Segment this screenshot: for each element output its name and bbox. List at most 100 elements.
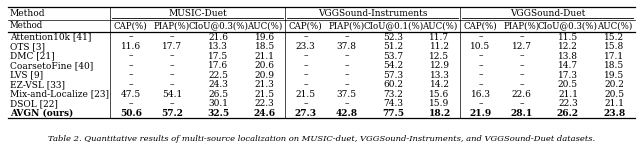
Text: –: – — [478, 33, 483, 42]
Text: 26.2: 26.2 — [557, 109, 579, 117]
Text: VGGSound-Duet: VGGSound-Duet — [510, 9, 585, 18]
Text: –: – — [170, 80, 174, 89]
Text: –: – — [129, 80, 133, 89]
Text: 22.6: 22.6 — [512, 90, 532, 99]
Text: –: – — [520, 80, 524, 89]
Text: PIAP(%): PIAP(%) — [329, 21, 365, 31]
Text: 19.6: 19.6 — [255, 33, 275, 42]
Text: 20.9: 20.9 — [255, 71, 275, 80]
Text: 21.1: 21.1 — [604, 99, 625, 108]
Text: 77.5: 77.5 — [382, 109, 404, 117]
Text: 18.5: 18.5 — [604, 61, 625, 70]
Text: 20.5: 20.5 — [558, 80, 578, 89]
Text: 17.5: 17.5 — [208, 51, 228, 61]
Text: Mix-and-Localize [23]: Mix-and-Localize [23] — [10, 90, 109, 99]
Text: –: – — [303, 99, 308, 108]
Text: 15.2: 15.2 — [604, 33, 625, 42]
Text: 42.8: 42.8 — [336, 109, 358, 117]
Text: 30.1: 30.1 — [208, 99, 228, 108]
Text: –: – — [344, 99, 349, 108]
Text: 27.3: 27.3 — [294, 109, 317, 117]
Text: 17.3: 17.3 — [558, 71, 578, 80]
Text: 11.6: 11.6 — [121, 42, 141, 51]
Text: 28.1: 28.1 — [511, 109, 532, 117]
Text: 37.8: 37.8 — [337, 42, 356, 51]
Text: –: – — [303, 51, 308, 61]
Text: LVS [9]: LVS [9] — [10, 71, 43, 80]
Text: –: – — [478, 61, 483, 70]
Text: CAP(%): CAP(%) — [289, 21, 323, 31]
Text: 12.5: 12.5 — [429, 51, 449, 61]
Text: –: – — [170, 99, 174, 108]
Text: 73.2: 73.2 — [383, 90, 403, 99]
Text: 10.5: 10.5 — [470, 42, 491, 51]
Text: –: – — [170, 33, 174, 42]
Text: 23.3: 23.3 — [296, 42, 316, 51]
Text: –: – — [344, 51, 349, 61]
Text: 21.5: 21.5 — [255, 90, 275, 99]
Text: 13.3: 13.3 — [209, 42, 228, 51]
Text: 18.5: 18.5 — [255, 42, 275, 51]
Text: DMC [21]: DMC [21] — [10, 51, 54, 61]
Text: –: – — [520, 99, 524, 108]
Text: –: – — [170, 71, 174, 80]
Text: –: – — [478, 71, 483, 80]
Text: –: – — [129, 61, 133, 70]
Text: –: – — [303, 80, 308, 89]
Text: 16.3: 16.3 — [470, 90, 491, 99]
Text: 11.7: 11.7 — [429, 33, 449, 42]
Text: –: – — [129, 51, 133, 61]
Text: CAP(%): CAP(%) — [464, 21, 497, 31]
Text: 21.3: 21.3 — [255, 80, 275, 89]
Text: 21.9: 21.9 — [469, 109, 492, 117]
Text: 12.7: 12.7 — [511, 42, 532, 51]
Text: 21.1: 21.1 — [558, 90, 578, 99]
Text: –: – — [520, 51, 524, 61]
Text: 17.6: 17.6 — [208, 61, 228, 70]
Text: 53.7: 53.7 — [383, 51, 403, 61]
Text: 14.7: 14.7 — [558, 61, 578, 70]
Text: –: – — [170, 51, 174, 61]
Text: 47.5: 47.5 — [121, 90, 141, 99]
Text: –: – — [303, 33, 308, 42]
Text: 57.3: 57.3 — [383, 71, 403, 80]
Text: –: – — [344, 61, 349, 70]
Text: 54.1: 54.1 — [162, 90, 182, 99]
Text: 12.9: 12.9 — [429, 61, 449, 70]
Text: 17.1: 17.1 — [604, 51, 625, 61]
Text: 20.6: 20.6 — [255, 61, 275, 70]
Text: EZ-VSL [33]: EZ-VSL [33] — [10, 80, 65, 89]
Text: 15.8: 15.8 — [604, 42, 625, 51]
Text: 52.3: 52.3 — [383, 33, 403, 42]
Text: 12.2: 12.2 — [558, 42, 578, 51]
Text: 60.2: 60.2 — [383, 80, 403, 89]
Text: 74.3: 74.3 — [383, 99, 403, 108]
Text: DSOL [22]: DSOL [22] — [10, 99, 58, 108]
Text: 21.6: 21.6 — [208, 33, 228, 42]
Text: 21.5: 21.5 — [296, 90, 316, 99]
Text: 15.6: 15.6 — [429, 90, 450, 99]
Text: 32.5: 32.5 — [207, 109, 229, 117]
Text: –: – — [129, 33, 133, 42]
Text: 57.2: 57.2 — [161, 109, 183, 117]
Text: –: – — [520, 61, 524, 70]
Text: 22.3: 22.3 — [255, 99, 275, 108]
Text: –: – — [303, 61, 308, 70]
Text: 50.6: 50.6 — [120, 109, 142, 117]
Text: 17.7: 17.7 — [162, 42, 182, 51]
Text: 54.2: 54.2 — [383, 61, 403, 70]
Text: 23.8: 23.8 — [604, 109, 625, 117]
Text: 19.5: 19.5 — [604, 71, 625, 80]
Text: OTS [3]: OTS [3] — [10, 42, 45, 51]
Text: 11.5: 11.5 — [558, 33, 578, 42]
Text: 20.2: 20.2 — [604, 80, 624, 89]
Text: AUC(%): AUC(%) — [596, 21, 632, 31]
Text: MUSIC-Duet: MUSIC-Duet — [168, 9, 227, 18]
Text: 22.3: 22.3 — [558, 99, 578, 108]
Text: 11.2: 11.2 — [429, 42, 449, 51]
Text: AVGN (ours): AVGN (ours) — [10, 109, 73, 117]
Text: –: – — [170, 61, 174, 70]
Text: CIoU@0.1(%): CIoU@0.1(%) — [363, 21, 423, 31]
Text: 37.5: 37.5 — [337, 90, 357, 99]
Text: –: – — [478, 99, 483, 108]
